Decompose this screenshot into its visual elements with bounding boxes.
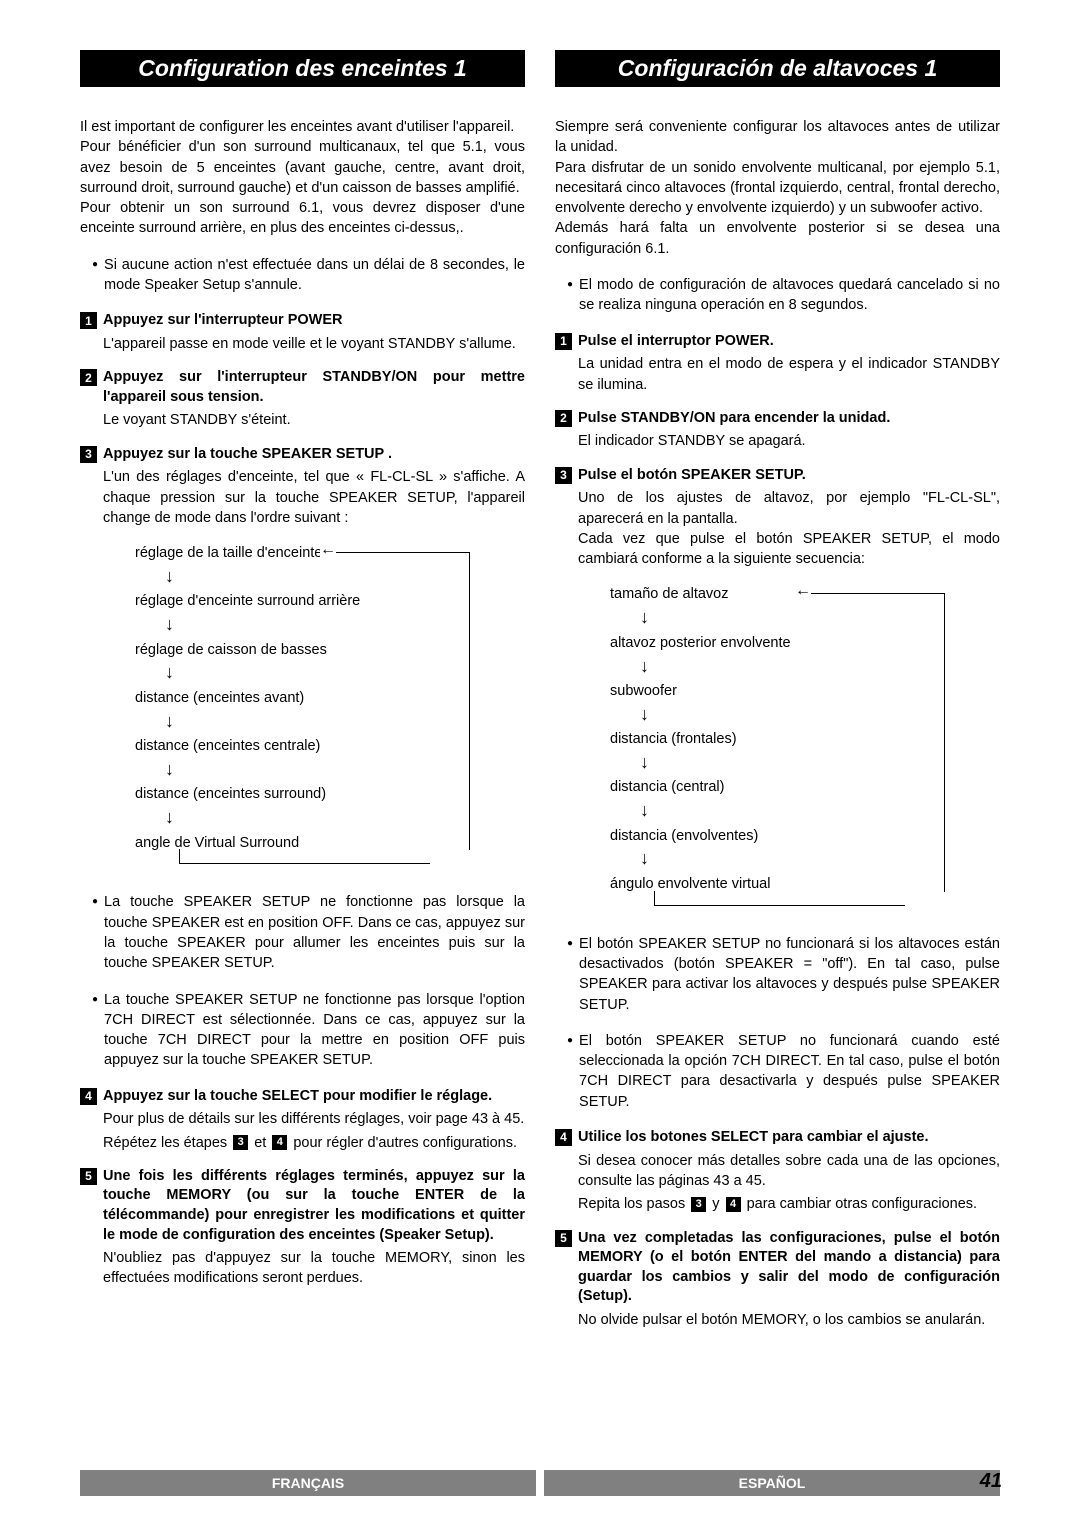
step-4-fr: 4Appuyez sur la touche SELECT pour modif… (80, 1087, 525, 1153)
step-badge: 5 (555, 1230, 572, 1247)
down-arrow-icon: ↓ (640, 847, 1000, 870)
spanish-intro: Siempre será conveniente configurar los … (555, 117, 1000, 259)
down-arrow-icon: ↓ (640, 799, 1000, 822)
page-number: 41 (980, 1470, 1002, 1493)
bullet-cancel-fr: Si aucune action n'est effectuée dans un… (80, 255, 525, 296)
french-intro: Il est important de configurer les encei… (80, 117, 525, 239)
bullet-note1-es: El botón SPEAKER SETUP no funcionará si … (555, 934, 1000, 1015)
footer-french: FRANÇAIS (80, 1470, 536, 1496)
down-arrow-icon: ↓ (640, 703, 1000, 726)
column-container: Configuration des enceintes 1 Il est imp… (80, 50, 1000, 1344)
step-badge: 3 (555, 467, 572, 484)
loop-arrow-icon (810, 593, 945, 594)
step-2-es: 2Pulse STANDBY/ON para encender la unida… (555, 409, 1000, 452)
spanish-header: Configuración de altavoces 1 (555, 50, 1000, 87)
step-badge: 4 (555, 1129, 572, 1146)
down-arrow-icon: ↓ (165, 710, 525, 733)
footer: FRANÇAIS ESPAÑOL 41 (80, 1470, 1000, 1496)
inline-badge-4: 4 (272, 1135, 287, 1150)
footer-spanish: ESPAÑOL (544, 1470, 1000, 1496)
french-header: Configuration des enceintes 1 (80, 50, 525, 87)
step-badge: 3 (80, 446, 97, 463)
down-arrow-icon: ↓ (640, 606, 1000, 629)
step-3-es: 3Pulse el botón SPEAKER SETUP. Uno de lo… (555, 466, 1000, 570)
step-5-es: 5Una vez completadas las configuraciones… (555, 1229, 1000, 1331)
step-badge: 2 (555, 410, 572, 427)
step-badge: 5 (80, 1168, 97, 1185)
bullet-note1-fr: La touche SPEAKER SETUP ne fonctionne pa… (80, 892, 525, 973)
down-arrow-icon: ↓ (640, 655, 1000, 678)
down-arrow-icon: ↓ (165, 565, 525, 588)
down-arrow-icon: ↓ (165, 758, 525, 781)
step-1-es: 1Pulse el interruptor POWER. La unidad e… (555, 332, 1000, 395)
down-arrow-icon: ↓ (640, 751, 1000, 774)
inline-badge-3: 3 (233, 1135, 248, 1150)
down-arrow-icon: ↓ (165, 613, 525, 636)
step-4-es: 4Utilice los botones SELECT para cambiar… (555, 1128, 1000, 1214)
flow-diagram-fr: réglage de la taille d'enceintes↓ réglag… (135, 544, 525, 852)
bullet-note2-es: El botón SPEAKER SETUP no funcionará cua… (555, 1031, 1000, 1112)
step-badge: 2 (80, 369, 97, 386)
step-badge: 4 (80, 1088, 97, 1105)
bullet-cancel-es: El modo de configuración de altavoces qu… (555, 275, 1000, 316)
step-3-fr: 3Appuyez sur la touche SPEAKER SETUP . L… (80, 445, 525, 528)
flow-diagram-es: tamaño de altavoz↓ altavoz posterior env… (610, 585, 1000, 893)
step-2-fr: 2Appuyez sur l'interrupteur STANDBY/ON p… (80, 368, 525, 430)
inline-badge-4: 4 (726, 1197, 741, 1212)
step-badge: 1 (555, 333, 572, 350)
step-5-fr: 5 Une fois les différents réglages termi… (80, 1167, 525, 1289)
spanish-column: Configuración de altavoces 1 Siempre ser… (555, 50, 1000, 1344)
step-badge: 1 (80, 312, 97, 329)
step-1-fr: 1Appuyez sur l'interrupteur POWER L'appa… (80, 311, 525, 354)
french-column: Configuration des enceintes 1 Il est imp… (80, 50, 525, 1344)
page-content: Configuration des enceintes 1 Il est imp… (0, 0, 1080, 1374)
bullet-note2-fr: La touche SPEAKER SETUP ne fonctionne pa… (80, 990, 525, 1071)
loop-arrow-icon (335, 552, 470, 553)
down-arrow-icon: ↓ (165, 806, 525, 829)
inline-badge-3: 3 (691, 1197, 706, 1212)
down-arrow-icon: ↓ (165, 661, 525, 684)
